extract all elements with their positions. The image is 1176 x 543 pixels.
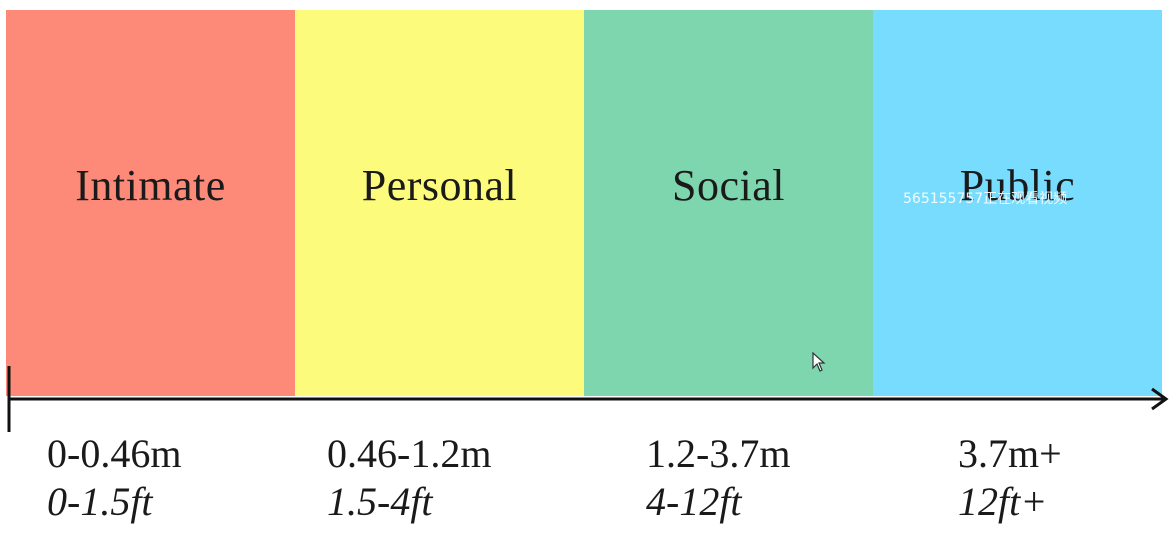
zone-public-label: Public [959,161,1076,210]
range-social-meters: 1.2-3.7m [646,431,791,476]
mouse-cursor-icon [812,352,826,372]
range-social-feet: 4-12ft [646,479,742,524]
zone-personal-label: Personal [361,161,518,210]
range-public: 3.7m+ 12ft+ [958,430,1062,526]
range-public-meters: 3.7m+ [958,431,1062,476]
distance-ranges: 0-0.46m 0-1.5ft 0.46-1.2m 1.5-4ft 1.2-3.… [0,430,1176,540]
distance-axis [7,366,1169,432]
range-personal-feet: 1.5-4ft [327,479,433,524]
viewer-watermark: 565155757正在观看视频 [903,191,1068,207]
range-personal-meters: 0.46-1.2m [327,431,492,476]
zone-personal: Personal [295,10,584,396]
arrow-right-icon [1151,387,1169,411]
range-social: 1.2-3.7m 4-12ft [646,430,790,526]
range-intimate: 0-0.46m 0-1.5ft [47,430,181,526]
zone-social: Social [584,10,873,396]
zone-intimate-label: Intimate [75,161,226,210]
zone-social-label: Social [672,161,785,210]
range-intimate-feet: 0-1.5ft [47,479,153,524]
range-personal: 0.46-1.2m 1.5-4ft [327,430,491,526]
zone-public: Public [873,10,1162,396]
proxemic-zones: Intimate Personal Social Public [6,10,1162,396]
range-public-feet: 12ft+ [958,479,1048,524]
range-intimate-meters: 0-0.46m [47,431,182,476]
zone-intimate: Intimate [6,10,295,396]
